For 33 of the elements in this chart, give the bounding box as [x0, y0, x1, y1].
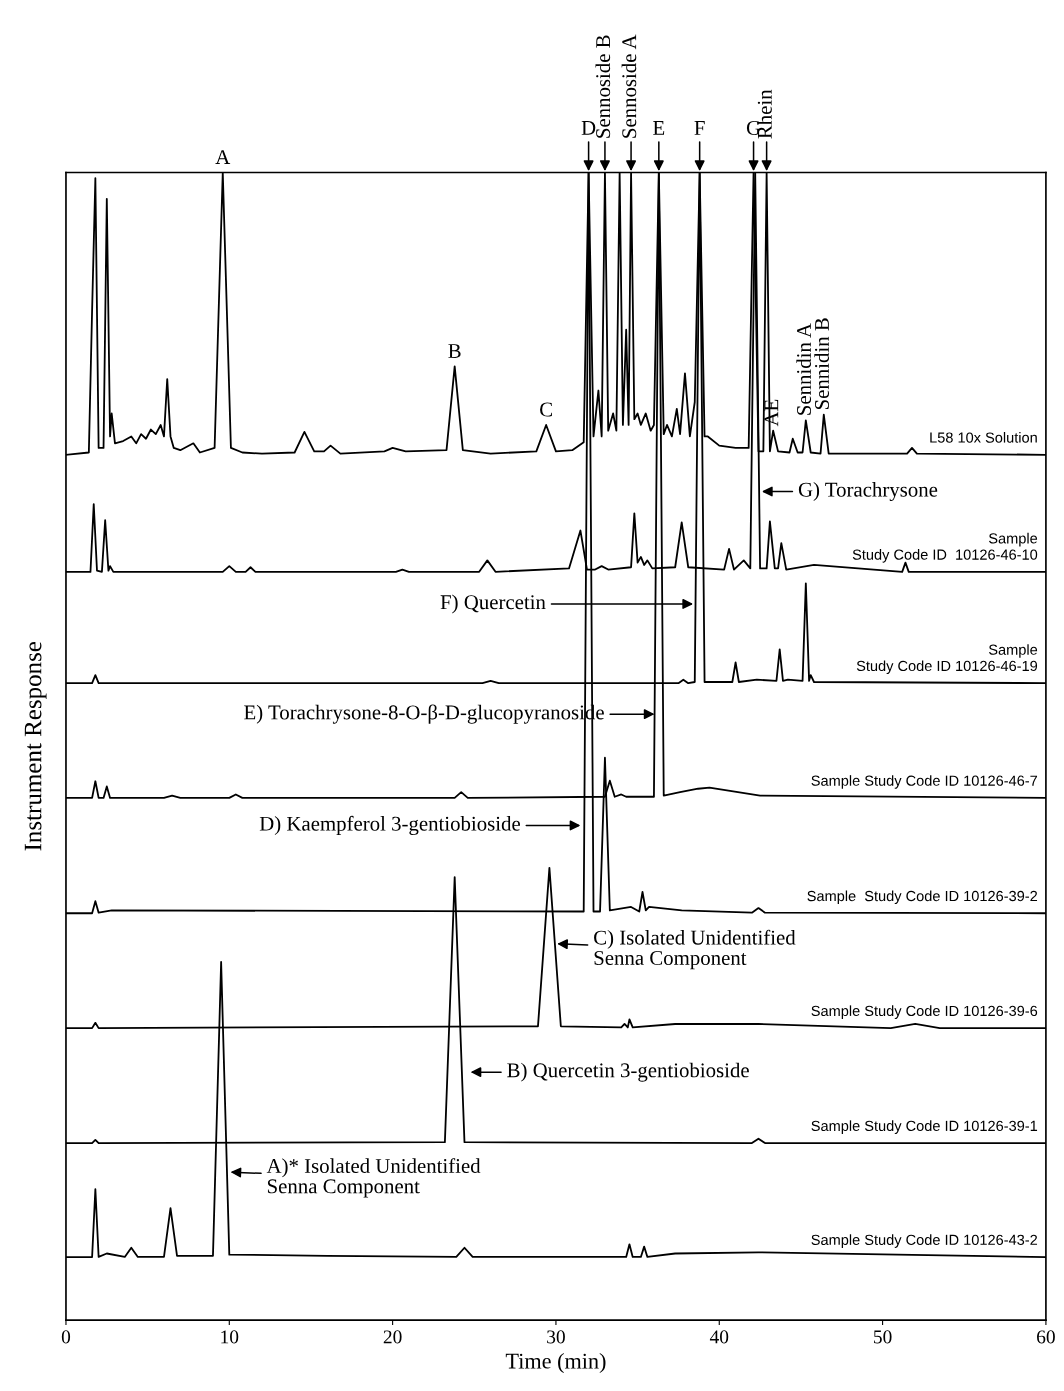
annotation: D) Kaempferol 3-gentiobioside — [259, 815, 520, 836]
series-label: Sample Study Code ID 10126-46-7 — [811, 775, 1038, 789]
annotation: B) Quercetin 3-gentiobioside — [507, 1062, 749, 1082]
series-label: Sample Study Code ID 10126-46-10 — [852, 532, 1038, 563]
series-label: Sample Study Code ID 10126-39-6 — [811, 1005, 1038, 1019]
annotation: Sennidin B — [814, 318, 830, 410]
series-label: Sample Study Code ID 10126-43-2 — [811, 1234, 1038, 1248]
annotation: Sennoside B — [595, 35, 611, 138]
annotation: E — [653, 121, 665, 135]
series-label: L58 10x Solution — [930, 432, 1037, 443]
series-label: Sample Study Code ID 10126-39-2 — [807, 890, 1038, 905]
annotation: Sennidin A — [796, 323, 812, 415]
annotation: B — [448, 344, 461, 358]
x-tick-label: 60 — [1037, 1330, 1055, 1344]
x-tick-label: 50 — [874, 1330, 892, 1344]
x-tick-label: 30 — [547, 1330, 565, 1344]
annotation: F) Quercetin — [440, 594, 546, 614]
series-label: Sample Study Code ID 10126-39-1 — [811, 1120, 1038, 1134]
annotation: C) Isolated Unidentified Senna Component — [594, 929, 796, 970]
series-label: Sample Study Code ID 10126-46-19 — [856, 644, 1038, 674]
annotation: C — [540, 402, 552, 417]
annotation: A)* Isolated Unidentified Senna Component — [266, 1158, 481, 1198]
annotation: D — [581, 121, 596, 135]
annotation: A — [215, 150, 231, 164]
annotation: F — [694, 121, 705, 135]
y-axis-title: Instrument Response — [24, 641, 47, 851]
x-tick-label: 0 — [61, 1330, 71, 1344]
x-axis-title: Time (min) — [505, 1352, 606, 1374]
x-tick-label: 40 — [709, 1330, 729, 1344]
annotation: G) Torachrysone — [798, 482, 938, 501]
x-tick-label: 20 — [383, 1330, 402, 1344]
x-tick-label: 10 — [221, 1330, 239, 1344]
annotation: Sennoside A — [621, 34, 637, 138]
